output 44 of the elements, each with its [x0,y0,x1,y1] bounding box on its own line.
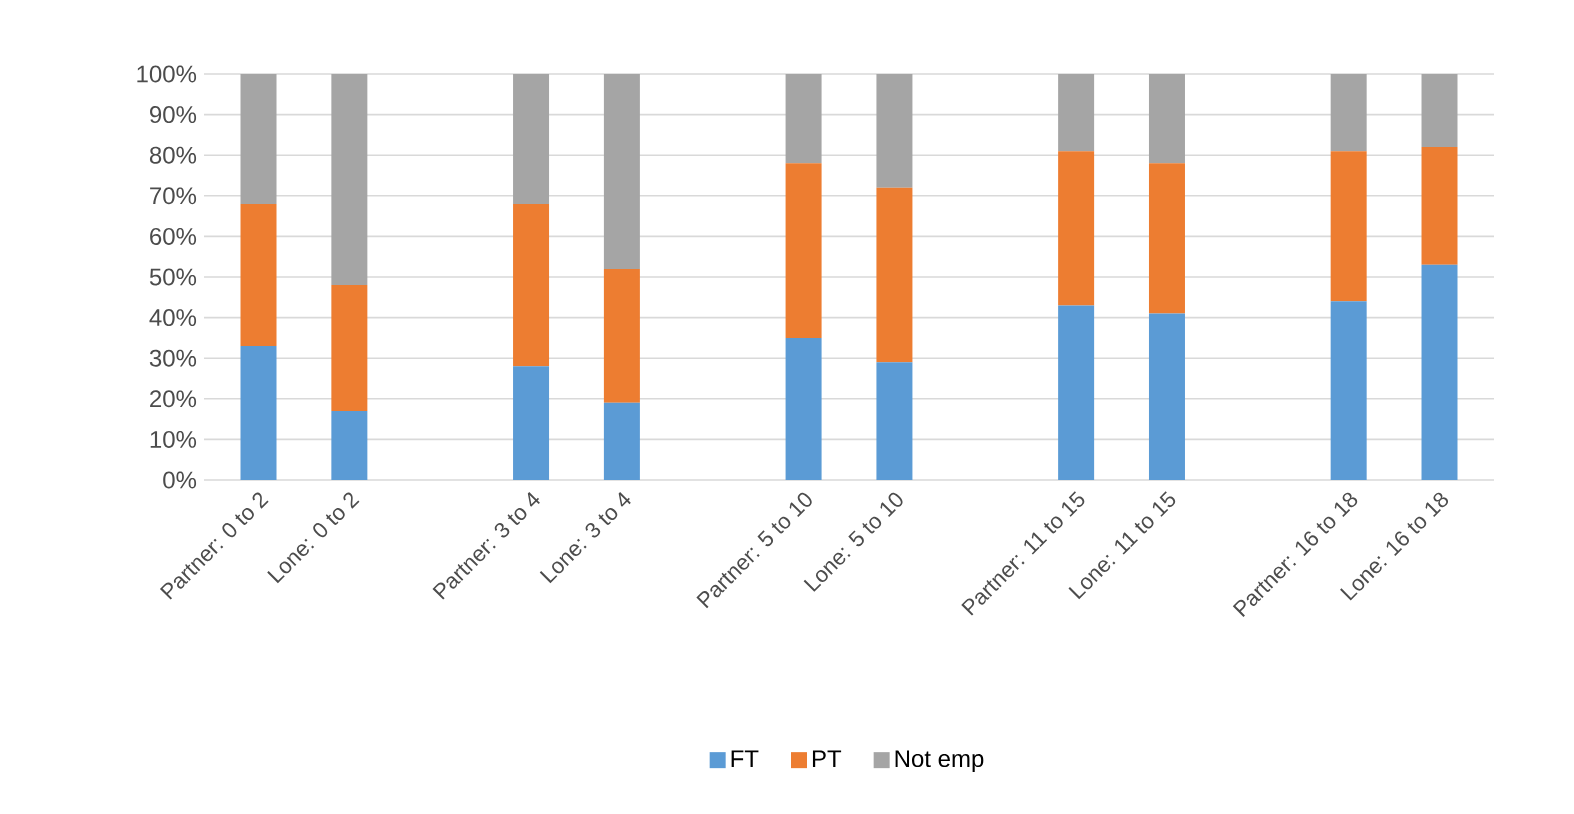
y-tick-label: 90% [150,106,197,124]
bar [1058,151,1095,306]
bar [603,402,640,480]
bar [785,74,822,164]
bar [603,268,640,403]
bar [1421,147,1458,265]
bar [876,74,913,188]
y-tick-label: 40% [149,309,197,327]
bar [1148,163,1185,314]
y-tick-label: 50% [149,268,197,286]
y-tick-label: 100% [137,65,197,83]
bar [1330,151,1367,302]
bar [1058,74,1095,152]
y-tick-label: 10% [150,430,197,448]
bar [240,346,277,480]
y-tick-label: 20% [150,390,197,408]
bar [1421,74,1458,148]
bar [876,187,913,363]
bar [1148,74,1185,164]
y-tick-label: 30% [149,349,197,367]
bar [513,366,550,480]
bar [785,337,822,480]
bar [1421,264,1458,480]
bar [331,285,368,411]
y-tick-label: 60% [150,227,197,245]
bar [1330,301,1367,480]
legend-label: PT [812,750,842,767]
bar [240,74,277,204]
y-tick-label: 70% [150,187,197,205]
bar [1058,305,1095,480]
y-tick-label: 80% [149,146,197,164]
bar [331,74,368,286]
bar [331,410,368,480]
bar [240,203,277,347]
bar [603,74,640,269]
bar [1148,313,1185,480]
legend-label: FT [731,750,759,767]
y-tick-label: 0% [163,471,197,489]
bar [1330,74,1367,152]
bar [513,74,550,204]
bar [513,203,550,367]
bar [876,362,913,480]
bar [785,163,822,338]
legend-label: Not emp [895,750,984,772]
